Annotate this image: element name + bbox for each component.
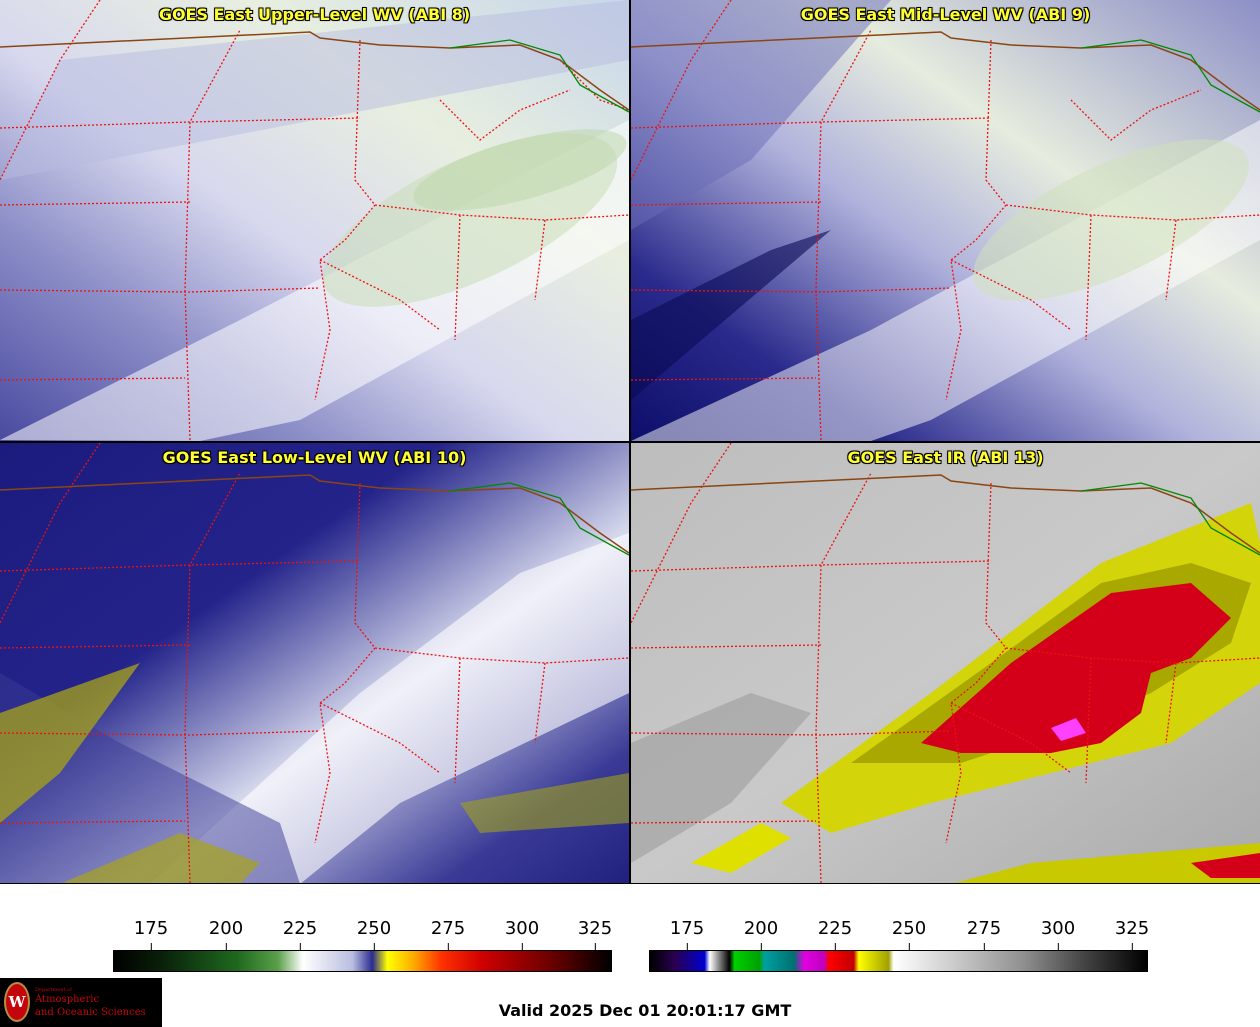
ir-image — [631, 443, 1260, 884]
colorbar-tick-mark — [834, 943, 836, 950]
mid-level-wv-panel: GOES East Mid-Level WV (ABI 9) — [631, 0, 1260, 441]
colorbar-tick-mark — [521, 943, 523, 950]
upper-level-wv-image — [0, 0, 629, 441]
colorbar-tick: 175 — [134, 918, 168, 950]
colorbar-tick: 225 — [818, 918, 852, 950]
low-level-wv-image — [0, 443, 629, 884]
colorbar-tick: 175 — [670, 918, 704, 950]
colorbar-tick: 325 — [1115, 918, 1149, 950]
wv-colorbar-ticks: 175 200 225 250 275 300 325 — [113, 918, 612, 950]
colorbar-tick-mark — [908, 943, 910, 950]
colorbar-tick: 200 — [209, 918, 243, 950]
colorbar-tick: 250 — [892, 918, 926, 950]
aos-logo[interactable]: W Department of Atmospheric and Oceanic … — [0, 978, 162, 1027]
colorbar-tick-mark — [150, 943, 152, 950]
colorbar-tick-mark — [686, 943, 688, 950]
colorbar-tick-mark — [225, 943, 227, 950]
colorbar-tick: 250 — [357, 918, 391, 950]
ir-panel: GOES East IR (ABI 13) — [631, 443, 1260, 884]
colorbar-tick-mark — [983, 943, 985, 950]
panel-title: GOES East Upper-Level WV (ABI 8) — [158, 5, 471, 24]
panel-border-bottom — [0, 883, 1260, 884]
ir-colorbar: 175 200 225 250 275 300 325 — [649, 918, 1149, 974]
colorbar-tick: 225 — [283, 918, 317, 950]
colorbar-tick: 200 — [744, 918, 778, 950]
colorbar-tick-mark — [447, 943, 449, 950]
uw-seal-icon: W — [4, 982, 30, 1022]
wv-colorbar: 175 200 225 250 275 300 325 — [113, 918, 612, 974]
ir-colorbar-ticks: 175 200 225 250 275 300 325 — [649, 918, 1149, 950]
low-level-wv-panel: GOES East Low-Level WV (ABI 10) — [0, 443, 629, 884]
logo-line2: and Oceanic Sciences — [35, 1007, 146, 1018]
wv-colorbar-gradient — [113, 950, 612, 972]
panel-title: GOES East Low-Level WV (ABI 10) — [162, 448, 467, 467]
colorbar-tick: 275 — [431, 918, 465, 950]
colorbar-tick-mark — [299, 943, 301, 950]
colorbar-tick-mark — [594, 943, 596, 950]
logo-line1: Atmospheric — [35, 994, 100, 1005]
mid-level-wv-image — [631, 0, 1260, 441]
colorbar-tick: 300 — [1041, 918, 1075, 950]
upper-level-wv-panel: GOES East Upper-Level WV (ABI 8) — [0, 0, 629, 441]
colorbar-tick-mark — [1131, 943, 1133, 950]
colorbar-tick: 325 — [578, 918, 612, 950]
panel-divider-horizontal — [0, 441, 1260, 443]
colorbar-tick: 275 — [967, 918, 1001, 950]
colorbar-tick: 300 — [505, 918, 539, 950]
logo-dept-text: Department of — [35, 987, 72, 993]
panel-title: GOES East Mid-Level WV (ABI 9) — [800, 5, 1091, 24]
colorbar-tick-mark — [1057, 943, 1059, 950]
panel-title: GOES East IR (ABI 13) — [847, 448, 1044, 467]
colorbar-tick-mark — [373, 943, 375, 950]
ir-colorbar-gradient — [649, 950, 1148, 972]
colorbar-tick-mark — [760, 943, 762, 950]
valid-time: Valid 2025 Dec 01 20:01:17 GMT — [498, 1001, 792, 1020]
